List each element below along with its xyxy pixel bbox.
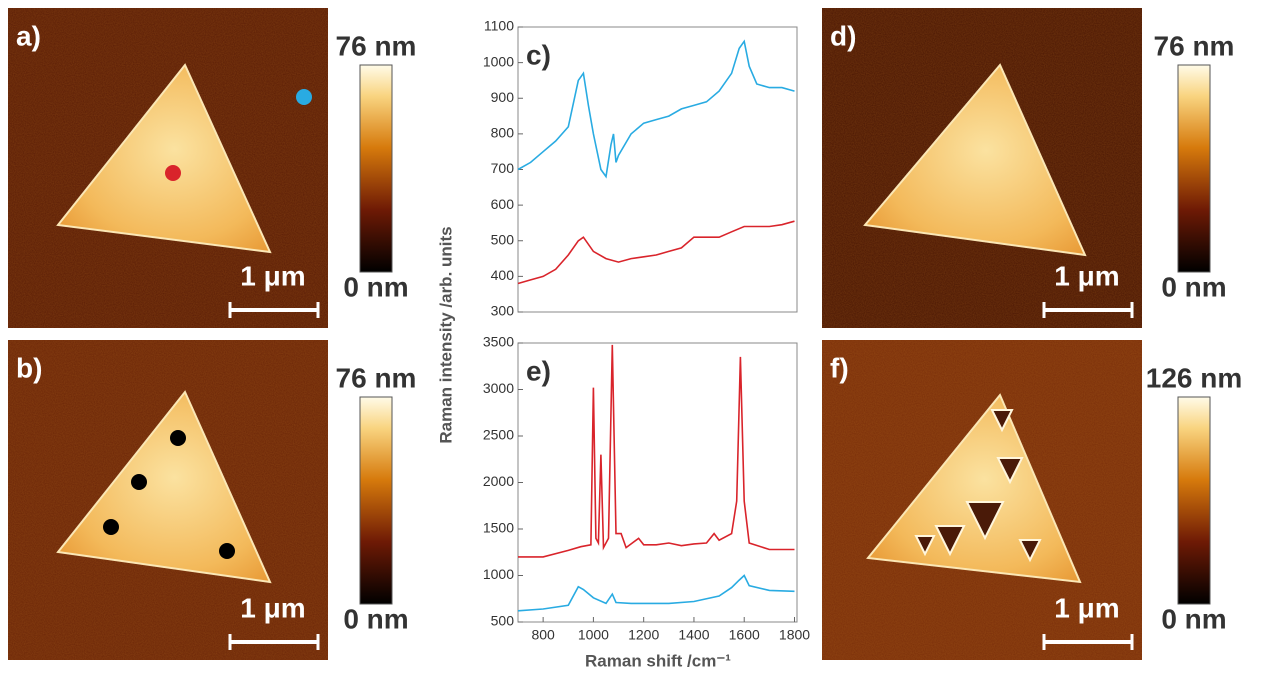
marker-dot	[131, 474, 147, 490]
x-axis-label: Raman shift /cm⁻¹	[585, 651, 731, 670]
colorbar	[359, 396, 393, 605]
y-tick-label: 500	[491, 231, 515, 247]
panel-label: f)	[830, 352, 849, 383]
pit	[996, 457, 1024, 485]
y-tick-label: 2000	[483, 473, 514, 489]
y-tick-label: 1100	[484, 18, 514, 34]
colorbar-max: 76 nm	[1154, 30, 1235, 61]
y-tick-label: 3000	[483, 380, 514, 396]
pit	[934, 525, 966, 557]
y-tick-label: 600	[491, 196, 515, 212]
x-tick-label: 1000	[578, 627, 609, 643]
panel-label: a)	[16, 20, 41, 51]
spectrum	[517, 39, 795, 179]
flake	[863, 63, 1087, 257]
pit	[914, 535, 936, 557]
spectrum	[518, 344, 795, 558]
colorbar-max: 76 nm	[336, 30, 417, 61]
panel-label: b)	[16, 352, 42, 383]
pit	[965, 501, 1005, 541]
plot-frame	[517, 342, 798, 623]
scale-bar-label: 1 μm	[1054, 592, 1119, 623]
scale-bar-label: 1 μm	[240, 260, 305, 291]
x-tick-label: 800	[531, 627, 555, 643]
colorbar-max: 126 nm	[1146, 362, 1243, 393]
marker-dot	[170, 430, 186, 446]
colorbar	[359, 64, 393, 273]
y-tick-label: 700	[491, 160, 515, 176]
scale-bar-label: 1 μm	[1054, 260, 1119, 291]
colorbar	[1177, 64, 1211, 273]
panel-label: e)	[526, 355, 551, 386]
y-tick-label: 800	[491, 125, 515, 141]
y-tick-label: 1000	[483, 53, 514, 69]
y-tick-label: 400	[491, 267, 515, 283]
colorbar-max: 76 nm	[336, 362, 417, 393]
y-tick-label: 3500	[483, 334, 514, 350]
pit	[990, 409, 1014, 433]
colorbar-min: 0 nm	[343, 603, 408, 634]
marker-dot	[296, 89, 312, 105]
y-tick-label: 2500	[483, 427, 514, 443]
marker-dot	[165, 165, 181, 181]
x-tick-label: 1200	[628, 627, 659, 643]
colorbar-min: 0 nm	[343, 271, 408, 302]
colorbar-min: 0 nm	[1161, 271, 1226, 302]
y-tick-label: 1500	[483, 520, 514, 536]
plot-frame	[517, 26, 798, 313]
spectrum	[517, 220, 795, 285]
x-tick-label: 1600	[729, 627, 760, 643]
spectrum	[517, 574, 795, 612]
scale-bar-label: 1 μm	[240, 592, 305, 623]
y-axis-label: Raman intensity /arb. units	[436, 226, 455, 443]
panel-label: d)	[830, 20, 856, 51]
colorbar	[1177, 396, 1211, 605]
y-tick-label: 900	[491, 89, 515, 105]
marker-dot	[103, 519, 119, 535]
x-tick-label: 1800	[779, 627, 810, 643]
marker-dot	[219, 543, 235, 559]
pit	[1018, 539, 1042, 563]
panel-label: c)	[526, 39, 551, 70]
y-tick-label: 500	[491, 613, 515, 629]
y-tick-label: 300	[491, 303, 515, 319]
colorbar-min: 0 nm	[1161, 603, 1226, 634]
flake	[56, 63, 272, 254]
x-tick-label: 1400	[678, 627, 709, 643]
y-tick-label: 1000	[483, 566, 514, 582]
